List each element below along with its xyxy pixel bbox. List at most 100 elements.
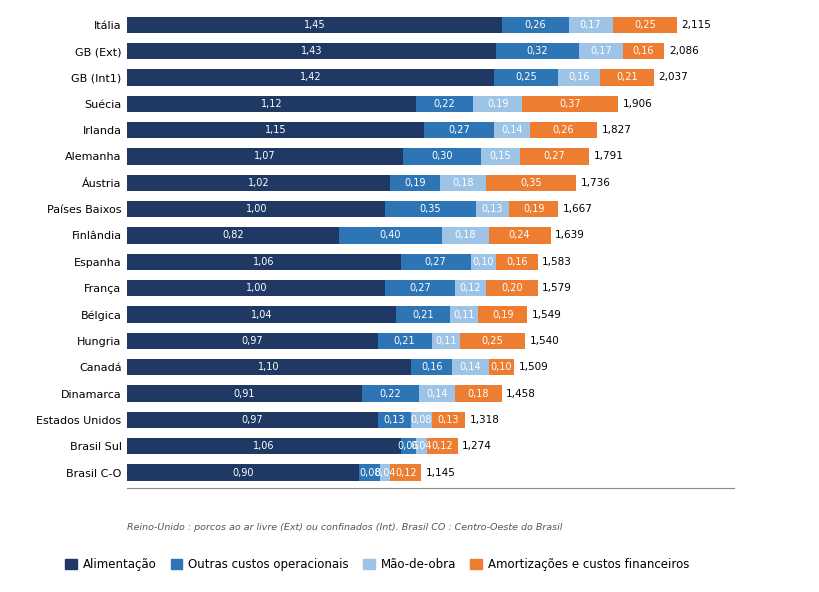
Bar [501, 17, 568, 33]
Text: 1,10: 1,10 [258, 362, 279, 372]
Bar [426, 438, 457, 455]
Bar [390, 465, 421, 481]
Text: 0,18: 0,18 [454, 230, 476, 240]
Text: 0,14: 0,14 [426, 388, 447, 398]
Text: 1,45: 1,45 [303, 20, 324, 30]
Bar [622, 43, 663, 59]
Text: 0,27: 0,27 [409, 283, 431, 293]
Bar [473, 95, 522, 112]
Text: 1,827: 1,827 [601, 125, 631, 135]
Text: 0,19: 0,19 [491, 310, 513, 320]
Text: 1,458: 1,458 [505, 388, 536, 398]
Text: 0,13: 0,13 [437, 415, 459, 425]
Text: 1,15: 1,15 [265, 125, 286, 135]
Text: 1,06: 1,06 [253, 257, 274, 267]
Text: 0,04: 0,04 [410, 441, 432, 451]
Bar [377, 333, 432, 349]
Text: 0,91: 0,91 [233, 388, 255, 398]
Text: 0,19: 0,19 [404, 178, 425, 188]
Bar [470, 253, 495, 270]
Text: 0,97: 0,97 [242, 415, 263, 425]
Text: 0,27: 0,27 [424, 257, 446, 267]
Bar [529, 122, 596, 139]
Text: 0,12: 0,12 [395, 468, 416, 478]
Text: 0,97: 0,97 [242, 336, 263, 346]
Text: 0,25: 0,25 [481, 336, 503, 346]
Text: 2,115: 2,115 [681, 20, 711, 30]
Text: 1,549: 1,549 [532, 310, 561, 320]
Text: 0,25: 0,25 [514, 72, 536, 82]
Bar [380, 465, 390, 481]
Text: 1,509: 1,509 [518, 362, 548, 372]
Text: 0,19: 0,19 [486, 99, 508, 109]
Bar [423, 122, 493, 139]
Bar [509, 201, 558, 217]
Bar [403, 148, 480, 165]
Text: 1,00: 1,00 [245, 204, 267, 214]
Text: 0,08: 0,08 [359, 468, 380, 478]
Bar [400, 438, 416, 455]
Bar [127, 227, 338, 244]
Text: 0,04: 0,04 [374, 468, 396, 478]
Bar [475, 201, 509, 217]
Bar [127, 43, 495, 59]
Bar [127, 148, 403, 165]
Bar [439, 175, 486, 191]
Text: 0,13: 0,13 [383, 415, 405, 425]
Text: 0,18: 0,18 [451, 178, 473, 188]
Bar [416, 95, 473, 112]
Text: 1,736: 1,736 [581, 178, 610, 188]
Text: 1,667: 1,667 [563, 204, 592, 214]
Bar [127, 306, 395, 323]
Bar [359, 465, 380, 481]
Text: 0,18: 0,18 [467, 388, 488, 398]
Text: 1,583: 1,583 [541, 257, 572, 267]
Bar [385, 201, 475, 217]
Text: 1,02: 1,02 [247, 178, 269, 188]
Bar [127, 201, 385, 217]
Text: 0,16: 0,16 [420, 362, 442, 372]
Text: 0,10: 0,10 [490, 362, 512, 372]
Bar [493, 69, 558, 86]
Bar [127, 69, 493, 86]
Bar [480, 148, 519, 165]
Text: 0,26: 0,26 [552, 125, 573, 135]
Bar [419, 385, 455, 402]
Text: 1,42: 1,42 [299, 72, 321, 82]
Bar [127, 465, 359, 481]
Text: 0,27: 0,27 [447, 125, 469, 135]
Text: 0,08: 0,08 [410, 415, 432, 425]
Text: 0,12: 0,12 [431, 441, 452, 451]
Bar [127, 280, 385, 297]
Bar [452, 359, 488, 375]
Text: 1,791: 1,791 [593, 152, 623, 162]
Bar [416, 438, 426, 455]
Bar [395, 306, 450, 323]
Text: 1,906: 1,906 [622, 99, 651, 109]
Text: 0,14: 0,14 [500, 125, 522, 135]
Text: 1,540: 1,540 [529, 336, 559, 346]
Text: 1,579: 1,579 [541, 283, 572, 293]
Text: 0,13: 0,13 [481, 204, 503, 214]
Text: 1,43: 1,43 [301, 46, 322, 56]
Bar [432, 333, 459, 349]
Bar [455, 385, 501, 402]
Text: 2,037: 2,037 [658, 72, 687, 82]
Bar [400, 253, 470, 270]
Text: 0,32: 0,32 [526, 46, 548, 56]
Text: 0,11: 0,11 [453, 310, 474, 320]
Bar [390, 175, 439, 191]
Text: 0,19: 0,19 [523, 204, 544, 214]
Bar [385, 280, 455, 297]
Legend: Alimentação, Outras custos operacionais, Mão-de-obra, Amortizações e custos fina: Alimentação, Outras custos operacionais,… [60, 554, 693, 576]
Bar [519, 148, 589, 165]
Text: 0,16: 0,16 [568, 72, 589, 82]
Text: 0,15: 0,15 [489, 152, 510, 162]
Text: 0,35: 0,35 [520, 178, 541, 188]
Text: 1,274: 1,274 [462, 441, 491, 451]
Text: 0,06: 0,06 [397, 441, 419, 451]
Bar [488, 227, 550, 244]
Text: 0,21: 0,21 [615, 72, 637, 82]
Bar [362, 385, 419, 402]
Text: 1,00: 1,00 [245, 283, 267, 293]
